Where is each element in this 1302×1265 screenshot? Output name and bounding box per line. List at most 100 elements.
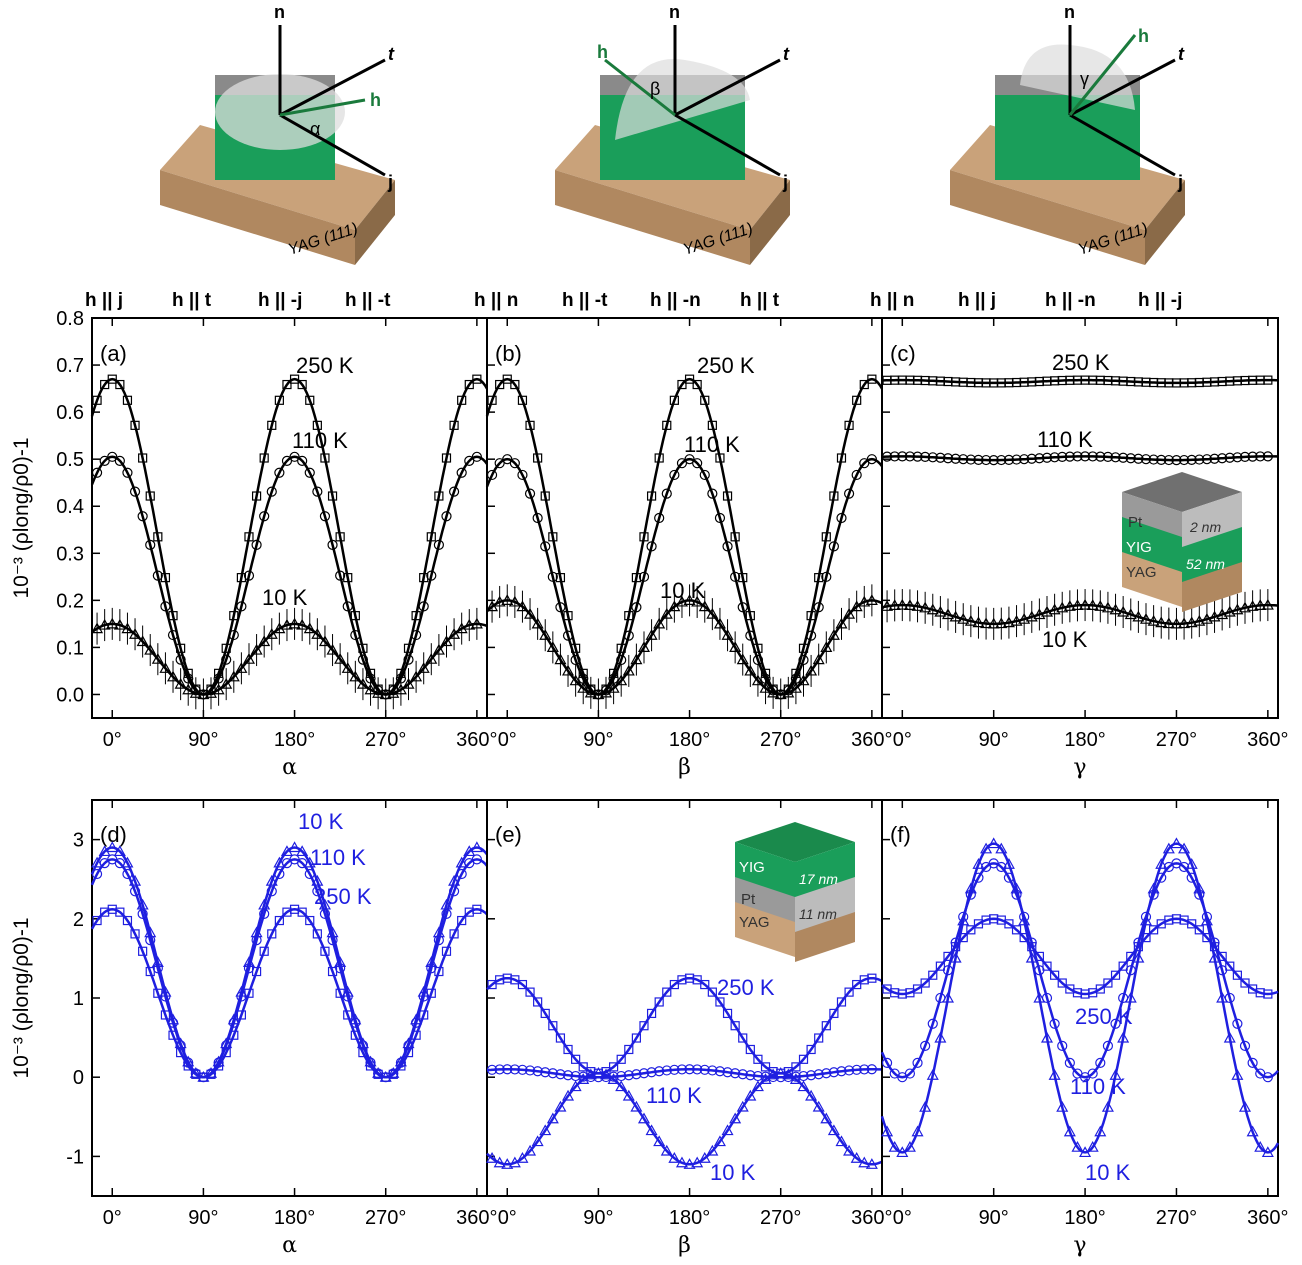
series-10k: 10 K	[91, 585, 488, 711]
data-point	[546, 1112, 559, 1124]
data-point	[592, 1067, 605, 1078]
data-point	[661, 488, 672, 499]
data-point	[1254, 1140, 1267, 1152]
data-point	[327, 491, 338, 501]
data-point	[623, 630, 634, 641]
fit-line	[485, 377, 884, 696]
data-point	[827, 1124, 840, 1136]
data-point	[569, 1080, 582, 1092]
data-point	[782, 1068, 795, 1080]
fit-line	[90, 455, 488, 696]
data-point	[1263, 989, 1273, 999]
data-point	[426, 963, 437, 974]
data-point	[1247, 1057, 1258, 1068]
data-point	[745, 611, 755, 621]
data-point	[524, 488, 536, 499]
data-point	[259, 908, 270, 919]
data-point	[562, 630, 574, 641]
label-h: h	[597, 42, 608, 62]
top-label-a-2: h || -j	[258, 290, 302, 311]
data-point	[91, 467, 103, 478]
data-point	[675, 1156, 688, 1168]
x-tick-label: 360°	[456, 1207, 497, 1229]
top-labels: h || j h || t h || -j h || -t h || n h |…	[85, 290, 1182, 311]
data-point	[920, 451, 931, 463]
data-point	[881, 1057, 893, 1068]
x-tick-label: 90°	[583, 729, 613, 751]
data-point	[624, 1044, 634, 1055]
x-tick-label: 270°	[1156, 1207, 1197, 1229]
data-point	[1103, 978, 1113, 988]
data-point	[1101, 1100, 1114, 1112]
data-point	[1133, 937, 1144, 948]
data-point	[129, 486, 141, 497]
data-point	[806, 611, 816, 621]
data-point	[312, 486, 323, 497]
y-tick-label: 0.1	[56, 637, 84, 659]
fit-line	[486, 1071, 883, 1166]
data-point	[624, 611, 634, 621]
data-point	[517, 395, 528, 405]
data-point	[548, 1021, 558, 1031]
data-point	[912, 1057, 923, 1068]
panel-label: (f)	[890, 822, 911, 847]
data-point	[645, 1124, 658, 1136]
label-n: n	[1064, 2, 1075, 22]
data-point	[821, 571, 832, 582]
data-point	[122, 915, 133, 926]
data-point	[206, 1069, 216, 1079]
data-point	[175, 654, 186, 665]
data-point	[303, 856, 316, 868]
data-point	[920, 978, 930, 988]
data-point	[1011, 925, 1022, 935]
data-point	[320, 946, 330, 956]
data-point	[707, 488, 718, 499]
data-point	[1109, 1068, 1122, 1080]
data-point	[623, 1070, 634, 1081]
plots: 0° 90° 180° 270° 360° α 0.0 0.1 0.2 0.3 0.4 0.5 0.6 0…	[10, 308, 1289, 1258]
data-point	[1064, 451, 1075, 462]
data-point	[867, 973, 877, 983]
data-point	[1201, 454, 1213, 465]
data-point	[1208, 951, 1221, 963]
data-point	[631, 1069, 642, 1080]
data-point	[950, 453, 961, 464]
data-point	[319, 511, 331, 522]
y-tick-label: -1	[66, 1146, 84, 1168]
data-point	[699, 469, 710, 481]
data-point	[167, 629, 179, 641]
y-axis-label: 10⁻³ (ρlong/ρ0)-1	[10, 437, 33, 598]
data-point	[867, 374, 877, 384]
data-point	[646, 491, 657, 501]
data-point	[456, 868, 467, 880]
data-point	[113, 845, 126, 857]
data-point	[722, 541, 733, 552]
data-point	[791, 1062, 801, 1072]
data-point	[935, 452, 946, 463]
data-point	[638, 571, 650, 582]
data-point	[493, 1156, 506, 1168]
data-point	[774, 1067, 787, 1078]
panel-label: (d)	[100, 822, 127, 847]
data-point	[920, 1040, 931, 1051]
data-point	[540, 491, 550, 501]
data-point	[563, 611, 573, 621]
data-point	[471, 451, 482, 462]
series-10k: 10 K	[486, 1067, 883, 1185]
series-label: 10 K	[1085, 1160, 1131, 1185]
series-110k: 110 K	[881, 427, 1279, 466]
data-point	[654, 453, 664, 463]
data-point	[160, 1010, 171, 1020]
panel-d: 0° 90° 180° 270° 360° α -1 0 1 2 3 10⁻³ (ρlong/ρ0)-…	[10, 799, 498, 1258]
x-tick-label: 270°	[1156, 729, 1197, 751]
data-point	[1004, 919, 1014, 929]
data-point	[615, 1080, 628, 1092]
data-point	[752, 654, 764, 666]
data-point	[343, 1010, 353, 1020]
series-label: 10 K	[262, 585, 308, 610]
data-point	[448, 886, 460, 897]
data-point	[304, 868, 315, 880]
data-point	[1072, 451, 1083, 462]
data-point	[486, 1151, 499, 1163]
data-point	[1003, 454, 1015, 465]
